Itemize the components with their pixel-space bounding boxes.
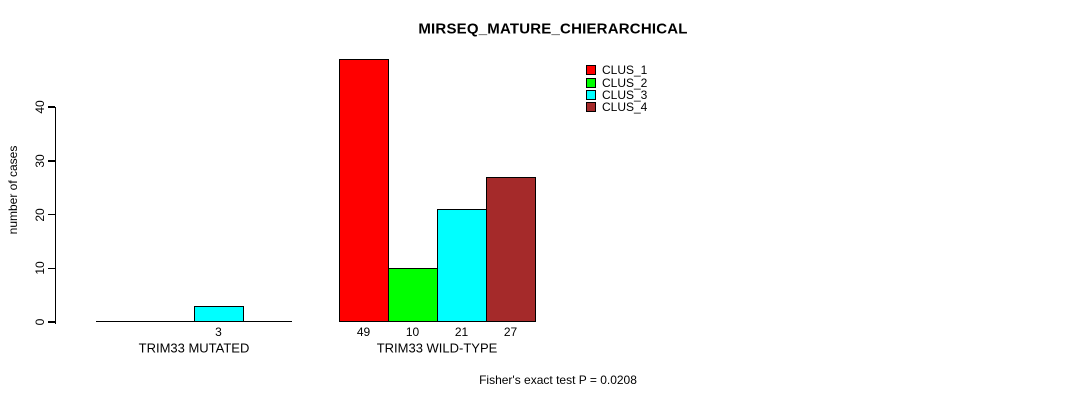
bar-clus_1	[339, 59, 389, 322]
legend: CLUS_1 CLUS_2 CLUS_3 CLUS_4	[586, 64, 647, 114]
chart-title: MIRSEQ_MATURE_CHIERARCHICAL	[418, 20, 688, 38]
bar-clus_4	[486, 177, 536, 322]
y-axis-tick-label: 20	[33, 207, 47, 222]
bar-value-label: 21	[454, 325, 469, 339]
legend-item-clus_4: CLUS_4	[586, 101, 647, 113]
bar-clus_3	[437, 209, 487, 322]
y-axis-tick	[47, 160, 55, 162]
y-axis-tick-label: 40	[33, 100, 47, 114]
legend-swatch-icon	[586, 89, 596, 100]
bar-value-label: 3	[215, 325, 222, 339]
bar-value-label: 10	[405, 325, 420, 339]
y-axis-tick-label: 0	[33, 318, 47, 326]
group-label: TRIM33 MUTATED	[138, 340, 250, 356]
y-axis-tick	[47, 321, 55, 323]
legend-label: CLUS_3	[602, 87, 648, 102]
y-axis-tick-label: 30	[33, 154, 47, 168]
legend-label: CLUS_2	[602, 75, 648, 90]
y-axis-title: number of cases	[6, 145, 20, 235]
bar-value-label: 49	[356, 325, 371, 339]
bar-value-label: 27	[503, 325, 518, 339]
group-label: TRIM33 WILD-TYPE	[376, 340, 498, 356]
legend-label: CLUS_1	[602, 63, 648, 78]
bar-clus_3	[194, 306, 244, 322]
legend-item-clus_3: CLUS_3	[586, 89, 647, 101]
legend-item-clus_1: CLUS_1	[586, 64, 647, 76]
y-axis-tick	[47, 213, 55, 216]
legend-label: CLUS_4	[602, 100, 648, 115]
stat-annotation: Fisher's exact test P = 0.0208	[479, 373, 637, 387]
y-axis-tick-label: 10	[33, 261, 47, 275]
bar-clus_2	[388, 268, 438, 322]
y-axis-tick	[47, 267, 55, 269]
legend-item-clus_2: CLUS_2	[586, 75, 648, 90]
y-axis-tick	[47, 106, 55, 108]
legend-swatch-icon	[586, 77, 596, 88]
y-axis-line	[54, 107, 56, 324]
legend-swatch-icon	[586, 102, 596, 113]
legend-swatch-icon	[586, 65, 596, 76]
